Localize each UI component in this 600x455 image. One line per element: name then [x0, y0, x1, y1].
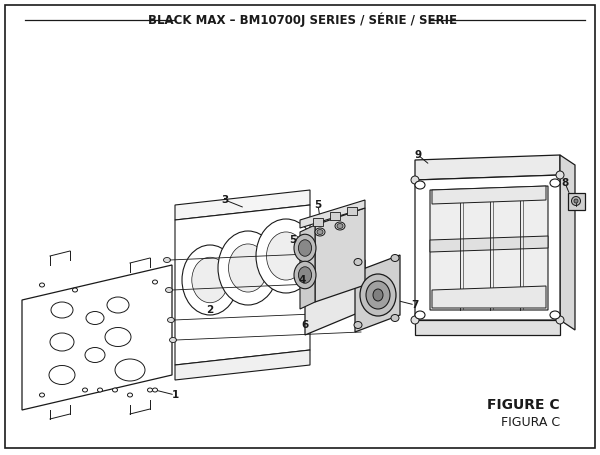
Ellipse shape: [556, 171, 564, 179]
Ellipse shape: [218, 231, 278, 305]
Ellipse shape: [51, 302, 73, 318]
Polygon shape: [560, 155, 575, 330]
Text: 6: 6: [301, 320, 308, 330]
Text: 9: 9: [415, 150, 422, 160]
Ellipse shape: [152, 280, 157, 284]
Ellipse shape: [97, 388, 103, 392]
Text: 5: 5: [289, 235, 296, 245]
Ellipse shape: [391, 314, 399, 322]
Ellipse shape: [229, 244, 268, 292]
Ellipse shape: [337, 223, 343, 228]
Text: 3: 3: [221, 195, 229, 205]
Bar: [330, 212, 340, 220]
Ellipse shape: [182, 245, 238, 315]
Ellipse shape: [113, 388, 118, 392]
Polygon shape: [432, 286, 546, 308]
Ellipse shape: [128, 393, 133, 397]
Ellipse shape: [105, 328, 131, 347]
Ellipse shape: [366, 281, 390, 309]
Text: 8: 8: [562, 178, 569, 188]
Ellipse shape: [571, 197, 581, 206]
Text: 5: 5: [314, 200, 322, 210]
Ellipse shape: [415, 311, 425, 319]
Ellipse shape: [40, 283, 44, 287]
Polygon shape: [175, 350, 310, 380]
Ellipse shape: [152, 388, 157, 392]
Ellipse shape: [266, 232, 305, 280]
Ellipse shape: [411, 316, 419, 324]
Ellipse shape: [83, 388, 88, 392]
Ellipse shape: [49, 365, 75, 384]
Ellipse shape: [373, 289, 383, 301]
Ellipse shape: [256, 219, 316, 293]
Ellipse shape: [294, 261, 316, 289]
Ellipse shape: [391, 254, 399, 262]
Ellipse shape: [148, 388, 152, 392]
Text: 4: 4: [298, 275, 305, 285]
Ellipse shape: [170, 338, 176, 343]
Ellipse shape: [550, 179, 560, 187]
Polygon shape: [300, 225, 315, 309]
Text: 1: 1: [172, 390, 179, 400]
Polygon shape: [22, 265, 172, 410]
Polygon shape: [430, 236, 548, 252]
Ellipse shape: [167, 318, 175, 323]
Ellipse shape: [315, 228, 325, 236]
Ellipse shape: [163, 258, 170, 263]
Polygon shape: [432, 186, 546, 204]
Polygon shape: [430, 186, 548, 310]
Ellipse shape: [298, 240, 311, 256]
Polygon shape: [300, 200, 365, 228]
FancyBboxPatch shape: [5, 5, 595, 448]
Ellipse shape: [294, 234, 316, 262]
Polygon shape: [415, 320, 560, 335]
Ellipse shape: [86, 312, 104, 324]
Ellipse shape: [574, 199, 578, 203]
Ellipse shape: [550, 311, 560, 319]
Ellipse shape: [415, 181, 425, 189]
Ellipse shape: [354, 322, 362, 329]
Ellipse shape: [360, 274, 396, 316]
Ellipse shape: [115, 359, 145, 381]
Text: BLACK MAX – BM10700J SERIES / SÉRIE / SERIE: BLACK MAX – BM10700J SERIES / SÉRIE / SE…: [148, 13, 457, 27]
Polygon shape: [568, 193, 585, 210]
Polygon shape: [415, 155, 560, 180]
Polygon shape: [355, 255, 400, 332]
Polygon shape: [315, 208, 365, 302]
Bar: [347, 207, 357, 215]
Polygon shape: [175, 190, 310, 220]
Text: 2: 2: [206, 305, 214, 315]
Bar: [313, 218, 323, 226]
Text: FIGURA C: FIGURA C: [501, 415, 560, 429]
Ellipse shape: [335, 222, 345, 230]
Ellipse shape: [107, 297, 129, 313]
Ellipse shape: [85, 348, 105, 363]
Ellipse shape: [556, 316, 564, 324]
Ellipse shape: [73, 288, 77, 292]
Text: 7: 7: [412, 300, 419, 310]
Ellipse shape: [411, 176, 419, 184]
Ellipse shape: [298, 267, 311, 283]
Ellipse shape: [166, 288, 173, 293]
Ellipse shape: [354, 258, 362, 266]
Text: FIGURE C: FIGURE C: [487, 398, 560, 412]
Ellipse shape: [50, 333, 74, 351]
Ellipse shape: [317, 229, 323, 234]
Polygon shape: [175, 205, 310, 365]
Ellipse shape: [40, 393, 44, 397]
Polygon shape: [305, 260, 365, 335]
Ellipse shape: [192, 257, 228, 303]
Polygon shape: [415, 175, 560, 320]
